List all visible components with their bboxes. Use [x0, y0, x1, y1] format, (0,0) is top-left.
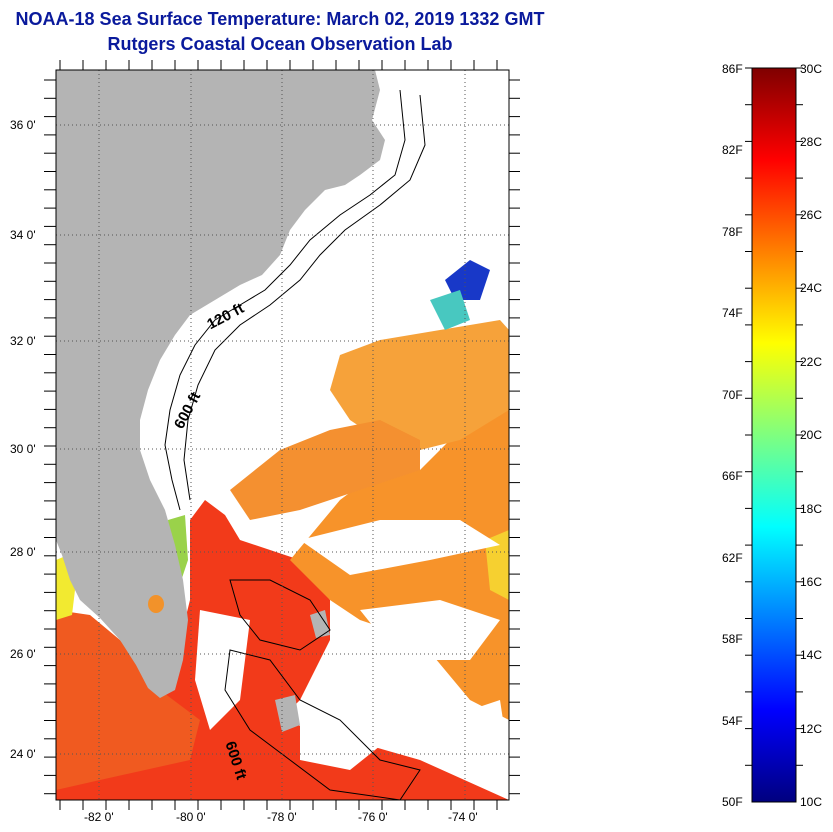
lake-okeechobee — [148, 595, 164, 613]
sst-cold-patch — [445, 260, 490, 300]
colorbar-f-label: 74F — [722, 306, 743, 320]
colorbar-c-label: 12C — [800, 722, 823, 736]
lon-tick-label: -76 0' — [358, 810, 388, 824]
colorbar-f-label: 62F — [722, 551, 743, 565]
colorbar-f-label: 58F — [722, 632, 743, 646]
colorbar-c-label: 20C — [800, 428, 823, 442]
map-title: NOAA-18 Sea Surface Temperature: March 0… — [15, 9, 545, 29]
lon-tick-label: -80 0' — [176, 810, 206, 824]
colorbar-c-label: 10C — [800, 795, 823, 809]
lat-tick-label: 26 0' — [10, 647, 36, 661]
lat-tick-label: 28 0' — [10, 545, 36, 559]
map-frame — [55, 69, 510, 801]
sst-gulf-region — [56, 610, 200, 790]
colorbar-c-label: 28C — [800, 135, 823, 149]
colorbar-f-label: 86F — [722, 62, 743, 76]
sst-yellow-east — [485, 530, 509, 600]
contour-bahamas-south — [224, 649, 421, 800]
colorbar-f-label: 78F — [722, 225, 743, 239]
lat-tick-label: 24 0' — [10, 747, 36, 761]
cloud-streak — [195, 610, 250, 730]
lon-tick-label: -82 0' — [84, 810, 114, 824]
contour-120ft — [164, 89, 406, 511]
map-subtitle: Rutgers Coastal Ocean Observation Lab — [107, 34, 453, 54]
colorbar-c-label: 24C — [800, 281, 823, 295]
colorbar-f-label: 82F — [722, 143, 743, 157]
bahamas-island — [310, 610, 330, 638]
colorbar-f-label: 66F — [722, 469, 743, 483]
contour-bahamas — [229, 579, 331, 651]
lat-tick-label: 30 0' — [10, 442, 36, 456]
lat-tick-label: 34 0' — [10, 228, 36, 242]
graticule — [56, 70, 509, 800]
colorbar-c-label: 22C — [800, 355, 823, 369]
cloud-streak — [300, 520, 500, 575]
colorbar-c-label: 18C — [800, 502, 823, 516]
contour-600ft — [183, 94, 426, 501]
colorbar-ticks — [745, 67, 803, 766]
colorbar — [751, 67, 797, 803]
colorbar-c-label: 14C — [800, 648, 823, 662]
frame-ticks — [44, 60, 520, 810]
colorbar-c-label: 16C — [800, 575, 823, 589]
colorbar-f-label: 54F — [722, 714, 743, 728]
lat-tick-label: 36 0' — [10, 118, 36, 132]
land-mass — [56, 70, 385, 698]
sst-orange-north — [330, 320, 509, 450]
cloud-streak — [440, 700, 509, 770]
bahamas-island — [275, 695, 300, 732]
colorbar-c-label: 26C — [800, 208, 823, 222]
lon-tick-label: -74 0' — [448, 810, 478, 824]
sst-orange-streak — [230, 420, 420, 520]
colorbar-f-label: 50F — [722, 795, 743, 809]
lat-tick-label: 32 0' — [10, 334, 36, 348]
lon-tick-label: -78 0' — [267, 810, 297, 824]
colorbar-c-label: 30C — [800, 62, 823, 76]
colorbar-f-label: 70F — [722, 388, 743, 402]
sst-teal-patch — [430, 290, 470, 330]
